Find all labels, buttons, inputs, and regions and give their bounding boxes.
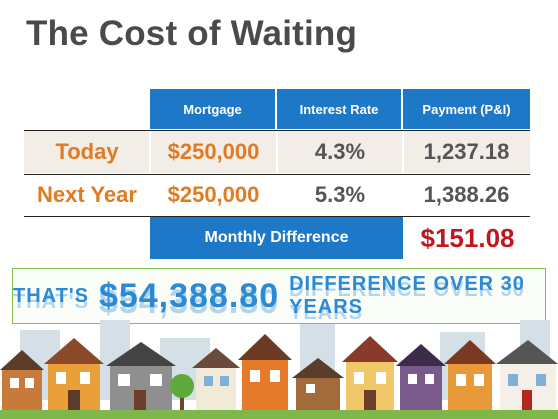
cell-rate: 5.3% <box>314 182 366 207</box>
cell-payment: 1,388.26 <box>423 182 510 207</box>
cell-payment: 1,237.18 <box>423 139 510 164</box>
house-icon <box>238 334 292 410</box>
banner-amount: $54,388.80 <box>98 276 280 315</box>
savings-banner: THAT'S $54,388.80 DIFFERENCE OVER 30 YEA… <box>12 268 546 324</box>
banner-prefix: THAT'S <box>13 284 89 307</box>
house-icon <box>44 338 104 410</box>
cell-rate: 4.3% <box>314 139 366 164</box>
table-row: Today $250,000 4.3% 1,237.18 <box>24 131 530 173</box>
monthly-difference-label: Monthly Difference <box>150 217 403 259</box>
tree-icon <box>170 374 194 410</box>
divider <box>24 174 530 175</box>
house-icon <box>192 348 240 410</box>
header-payment: Payment (P&I) <box>403 89 530 129</box>
table-header-row: Mortgage Interest Rate Payment (P&I) <box>24 89 530 129</box>
monthly-difference-value: $151.08 <box>420 222 515 253</box>
cell-mortgage: $250,000 <box>167 182 260 207</box>
house-icon <box>106 342 176 410</box>
banner-suffix: DIFFERENCE OVER 30 YEARS <box>289 273 525 318</box>
row-label-today: Today <box>55 139 119 164</box>
table-row: Next Year $250,000 5.3% 1,388.26 <box>24 175 530 215</box>
divider <box>24 216 530 217</box>
town-illustration <box>0 320 558 419</box>
house-icon <box>292 358 344 410</box>
house-icon <box>444 340 496 410</box>
house-icon <box>496 340 558 410</box>
house-icon <box>396 344 446 410</box>
divider <box>24 130 530 131</box>
house-icon <box>342 336 398 410</box>
header-interest-rate: Interest Rate <box>277 89 403 129</box>
difference-row: Monthly Difference $151.08 <box>24 217 530 259</box>
page-title: The Cost of Waiting <box>26 14 358 53</box>
house-icon <box>0 350 44 410</box>
row-label-next-year: Next Year <box>37 182 137 207</box>
cell-mortgage: $250,000 <box>167 139 260 164</box>
header-mortgage: Mortgage <box>150 89 277 129</box>
